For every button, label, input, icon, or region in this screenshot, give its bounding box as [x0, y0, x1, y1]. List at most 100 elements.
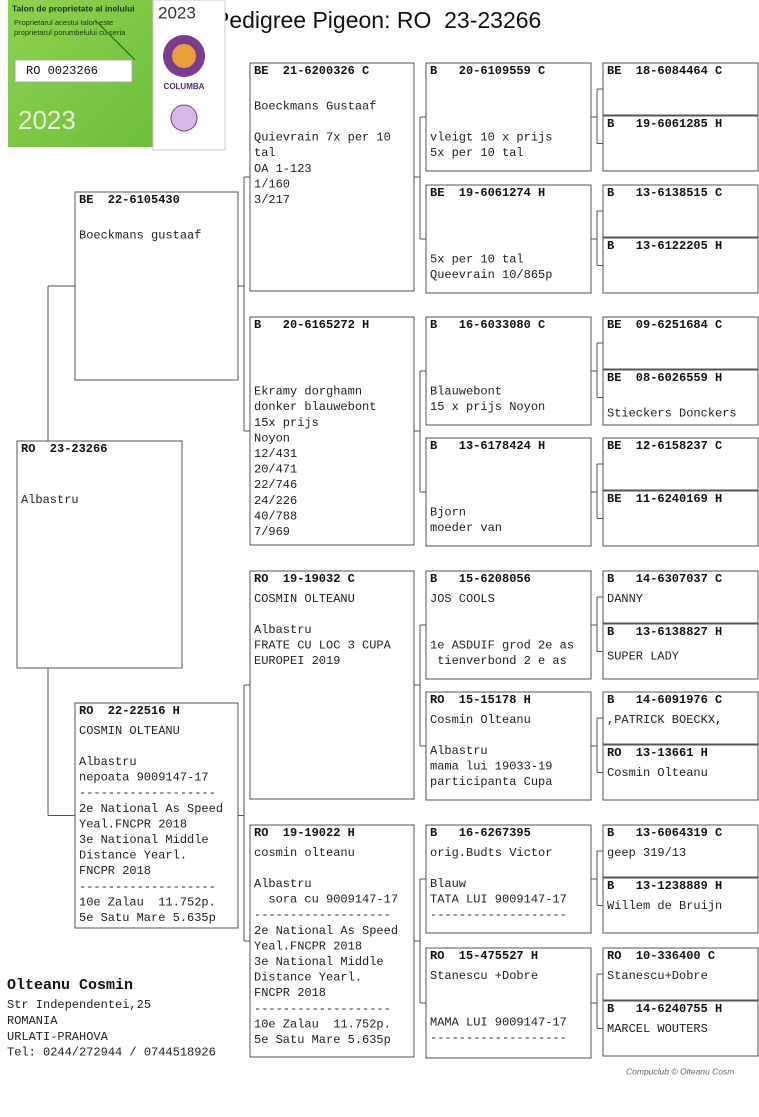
- box-line: ,PATRICK BOECKX,: [607, 713, 722, 727]
- box-line: geep 319/13: [607, 846, 686, 860]
- box-line: 3e National Middle: [79, 833, 209, 847]
- ring-id: B 20-6109559 C: [430, 64, 545, 78]
- box-line: Albastru: [79, 755, 137, 769]
- box-line: Boeckmans gustaaf: [79, 228, 201, 242]
- pedigree-box: B 16-6267395 orig.Budts Victor Blauw TATA L…: [425, 824, 592, 934]
- box-frame: [602, 316, 759, 370]
- box-frame: [602, 369, 759, 426]
- pedigree-box: B 19-6061285 H: [602, 115, 759, 172]
- box-line: orig.Budts Victor: [430, 846, 552, 860]
- box-frame: [602, 184, 759, 238]
- ring-number: RO 0023266: [26, 64, 98, 78]
- box-frame: [602, 490, 759, 547]
- sticker-heading: Talon de proprietate al inelului: [12, 3, 135, 13]
- box-line: COSMIN OLTEANU: [254, 592, 355, 606]
- ring-id: BE 18-6084464 C: [607, 64, 722, 78]
- box-line: Noyon: [254, 431, 290, 445]
- pedigree-box: RO 13-13661 H Cosmin Olteanu: [602, 744, 759, 801]
- pedigree-box: B 13-6138515 C: [602, 184, 759, 238]
- box-line: Albastru: [254, 877, 312, 891]
- box-line: 1/160: [254, 177, 290, 191]
- badge-emblem: [170, 104, 198, 132]
- box-line: 5e Satu Mare 5.635p: [254, 1033, 391, 1047]
- ring-field: [14, 59, 133, 83]
- breeder-name: Olteanu Cosmin: [7, 977, 133, 994]
- ring-id: BE 21-6200326 C: [254, 64, 369, 78]
- box-line: donker blauwebont: [254, 400, 376, 414]
- pedigree-box: RO 19-19032 C COSMIN OLTEANU Albastru FRATE…: [249, 570, 415, 800]
- ring-id: BE 11-6240169 H: [607, 492, 722, 506]
- box-frame: [425, 62, 592, 172]
- box-frame: [602, 570, 759, 624]
- pedigree-box: BE 08-6026559 H Stieckers Donckers: [602, 369, 759, 426]
- box-line: DANNY: [607, 592, 643, 606]
- box-frame: [249, 316, 415, 546]
- box-frame: [249, 824, 415, 1058]
- sticker-text: Proprietarul acestui talon este: [14, 18, 113, 27]
- box-frame: [602, 744, 759, 801]
- box-line: Distance Yearl.: [79, 849, 187, 863]
- box-frame: [602, 115, 759, 172]
- sticker-line: [94, 19, 136, 61]
- box-line: Cosmin Olteanu: [607, 766, 708, 780]
- ring-id: BE 08-6026559 H: [607, 371, 722, 385]
- breeder-line: ROMANIA: [7, 1014, 58, 1028]
- box-line: Bjorn: [430, 506, 466, 520]
- box-line: Yeal.FNCPR 2018: [79, 817, 187, 831]
- pedigree-box: BE 09-6251684 C: [602, 316, 759, 370]
- box-frame: [602, 947, 759, 1001]
- ring-id: B 15-6208056: [430, 572, 531, 586]
- box-frame: [602, 877, 759, 934]
- box-line: Distance Yearl.: [254, 971, 362, 985]
- box-line: sora cu 9009147-17: [254, 893, 398, 907]
- ring-id: B 14-6240755 H: [607, 1002, 722, 1016]
- ring-id: B 14-6307037 C: [607, 572, 722, 586]
- box-line: -------------------: [430, 908, 567, 922]
- box-line: Blauw: [430, 877, 467, 891]
- box-frame: [425, 691, 592, 801]
- box-frame: [602, 1000, 759, 1057]
- box-frame: [425, 184, 592, 294]
- box-line: 3e National Middle: [254, 955, 384, 969]
- box-line: 10e Zalau 11.752p.: [79, 895, 216, 909]
- ring-id: BE 12-6158237 C: [607, 439, 722, 453]
- box-line: Albastru: [430, 744, 488, 758]
- box-line: participanta Cupa: [430, 775, 552, 789]
- box-line: Yeal.FNCPR 2018: [254, 939, 362, 953]
- box-line: Queevrain 10/865p: [430, 268, 552, 282]
- box-line: 15x prijs: [254, 416, 319, 430]
- pedigree-box: RO 19-19022 H cosmin olteanu Albastru sora…: [249, 824, 415, 1058]
- box-line: tal: [254, 146, 276, 160]
- pedigree-box: BE 11-6240169 H: [602, 490, 759, 547]
- box-frame: [425, 316, 592, 426]
- ring-id: BE 09-6251684 C: [607, 318, 722, 332]
- pedigree-boxes: RO 23-23266 Albastru BE 22-6105430 Boeckman…: [16, 62, 759, 1059]
- pedigree-box: RO 15-15178 H Cosmin Olteanu Albastru mama …: [425, 691, 592, 801]
- badge-logo: [172, 44, 196, 68]
- breeder-line: Tel: 0244/272944 / 0744518926: [7, 1046, 216, 1060]
- pedigree-box: B 13-1238889 H Willem de Bruijn: [602, 877, 759, 934]
- box-line: vleigt 10 x prijs: [430, 131, 552, 145]
- box-line: SUPER LADY: [607, 649, 679, 663]
- box-line: Cosmin Olteanu: [430, 713, 531, 727]
- box-line: FNCPR 2018: [254, 986, 326, 1000]
- ring-id: B 13-6138827 H: [607, 625, 722, 639]
- box-line: 2e National As Speed: [254, 924, 398, 938]
- box-line: OA 1-123: [254, 162, 312, 176]
- box-line: -------------------: [254, 908, 391, 922]
- box-line: Stanescu +Dobre: [430, 969, 538, 983]
- box-line: -------------------: [430, 1031, 567, 1045]
- pedigree-box: BE 18-6084464 C: [602, 62, 759, 116]
- box-line: Quievrain 7x per 10: [254, 131, 391, 145]
- ring-id: B 13-6178424 H: [430, 439, 545, 453]
- ring-id: RO 19-19022 H: [254, 826, 355, 840]
- pedigree-box: B 14-6091976 C ,PATRICK BOECKX,: [602, 691, 759, 745]
- ring-id: RO 15-15178 H: [430, 693, 531, 707]
- box-line: JOS COOLS: [430, 592, 495, 606]
- pedigree-box: B 13-6122205 H: [602, 237, 759, 294]
- box-line: moeder van: [430, 521, 502, 535]
- box-line: FRATE CU LOC 3 CUPA: [254, 639, 392, 653]
